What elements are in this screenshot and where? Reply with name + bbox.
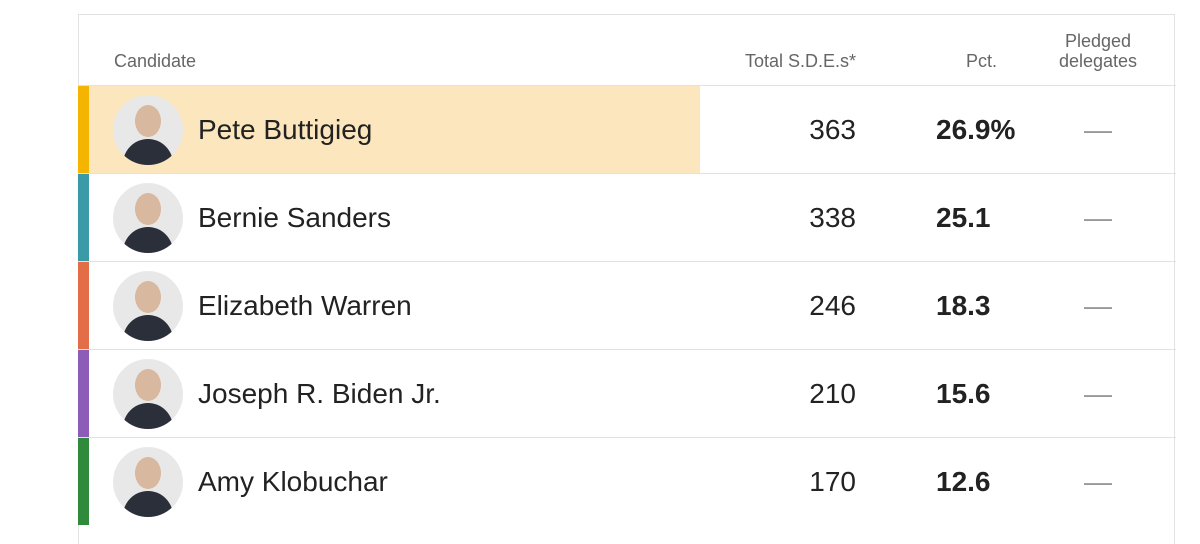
photo-head <box>135 105 161 137</box>
party-color-bar <box>78 262 89 349</box>
candidate-photo <box>113 271 183 341</box>
percent: 12.6 <box>936 465 991 497</box>
sde-count: 338 <box>809 201 856 233</box>
candidate-name: Bernie Sanders <box>198 201 392 233</box>
party-color-bar <box>78 86 89 173</box>
party-color-bar <box>78 350 89 437</box>
candidate-photo <box>113 447 183 517</box>
party-color-bar <box>78 174 89 261</box>
pledged-delegates: — <box>1084 289 1112 321</box>
pledged-delegates: — <box>1084 113 1112 145</box>
sde-count: 246 <box>809 289 856 321</box>
candidate-photo <box>113 359 183 429</box>
candidate-row: Amy Klobuchar 170 12.6 — <box>78 437 1176 525</box>
percent: 26.9% <box>936 113 1016 145</box>
candidate-photo <box>113 183 183 253</box>
pledged-delegates: — <box>1084 465 1112 497</box>
candidate-row: Joseph R. Biden Jr. 210 15.6 — <box>78 349 1176 437</box>
percent: 15.6 <box>936 377 991 409</box>
candidate-name: Amy Klobuchar <box>198 465 388 497</box>
party-color-bar <box>78 438 89 525</box>
photo-head <box>135 369 161 401</box>
photo-body <box>123 227 173 253</box>
photo-body <box>123 315 173 341</box>
candidate-name: Joseph R. Biden Jr. <box>198 377 441 409</box>
leader-highlight <box>89 86 700 173</box>
percent: 25.1 <box>936 201 991 233</box>
candidate-name: Elizabeth Warren <box>198 289 412 321</box>
pledged-delegates: — <box>1084 377 1112 409</box>
header-delegates: Pledged delegates <box>1058 31 1138 71</box>
candidate-row: Pete Buttigieg 363 26.9% — <box>78 85 1176 173</box>
percent: 18.3 <box>936 289 991 321</box>
sde-count: 210 <box>809 377 856 409</box>
candidate-name: Pete Buttigieg <box>198 113 373 145</box>
header-pct: Pct. <box>965 51 997 71</box>
pledged-delegates: — <box>1084 201 1112 233</box>
photo-body <box>123 403 173 429</box>
photo-head <box>135 193 161 225</box>
candidate-row: Elizabeth Warren 246 18.3 — <box>78 261 1176 349</box>
candidate-row: Bernie Sanders 338 25.1 — <box>78 173 1176 261</box>
candidate-photo <box>113 95 183 165</box>
photo-body <box>123 139 173 165</box>
photo-head <box>135 281 161 313</box>
photo-body <box>123 491 173 517</box>
header-candidate: Candidate <box>114 51 197 71</box>
sde-count: 363 <box>809 113 856 145</box>
sde-count: 170 <box>809 465 856 497</box>
photo-head <box>135 457 161 489</box>
header-sdes: Total S.D.E.s* <box>744 51 856 71</box>
